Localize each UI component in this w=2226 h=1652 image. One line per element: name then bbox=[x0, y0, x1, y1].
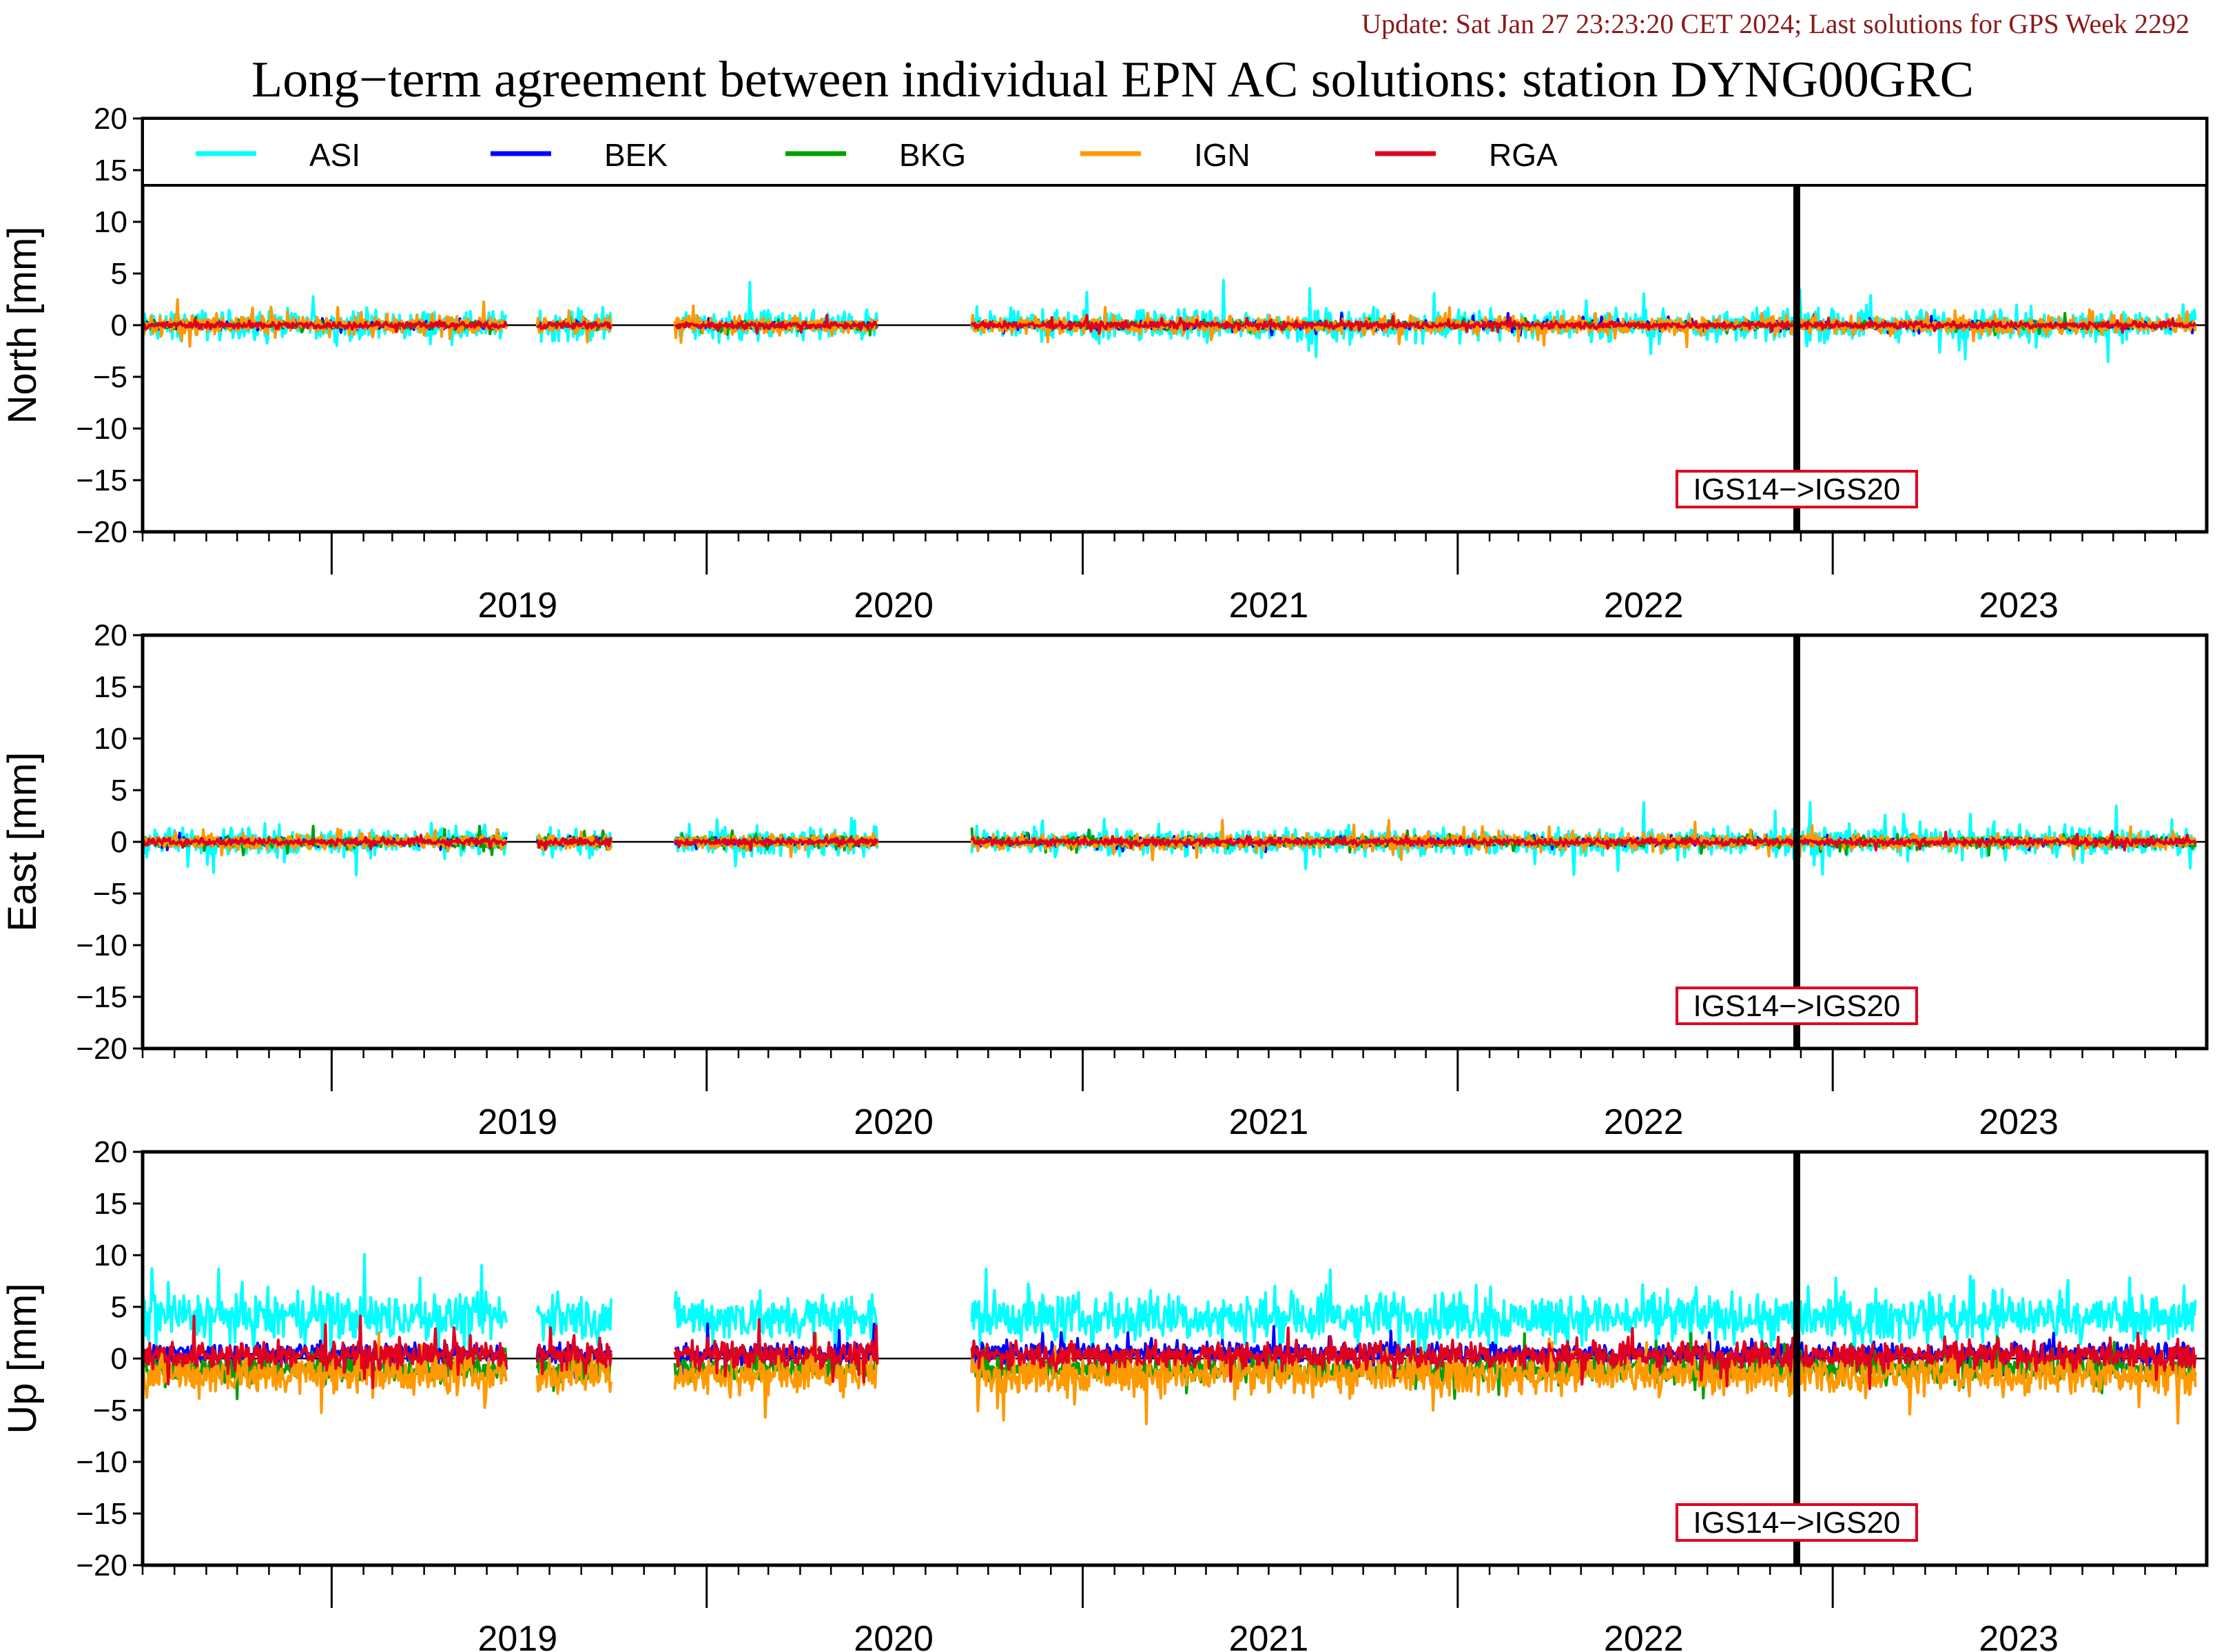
series-line-rga bbox=[673, 1318, 879, 1384]
y-tick-label: −10 bbox=[76, 1445, 127, 1479]
chart-title: Long−term agreement between individual E… bbox=[251, 52, 1974, 108]
update-text: Update: Sat Jan 27 23:23:20 CET 2024; La… bbox=[1361, 8, 2189, 39]
series-line-asi bbox=[535, 1290, 612, 1346]
y-tick-label: −15 bbox=[76, 464, 127, 497]
y-tick-label: 20 bbox=[94, 619, 127, 652]
plot-frame bbox=[141, 633, 2209, 1051]
y-tick-label: −20 bbox=[76, 515, 127, 549]
y-tick-label: 5 bbox=[111, 257, 127, 291]
event-label-box bbox=[1675, 1503, 1918, 1542]
series-line-rga bbox=[535, 1326, 612, 1376]
legend-box bbox=[141, 117, 2208, 187]
y-tick-label: 15 bbox=[94, 670, 127, 704]
x-tick-label: 2023 bbox=[1979, 586, 2059, 626]
series-line-rga bbox=[143, 834, 508, 851]
x-tick-label: 2022 bbox=[1604, 1102, 1684, 1142]
y-tick-label: −20 bbox=[76, 1032, 127, 1066]
y-axis-label: East [mm] bbox=[0, 752, 45, 931]
legend-label-asi: ASI bbox=[309, 137, 360, 173]
legend-label-bkg: BKG bbox=[899, 137, 966, 173]
series-line-rga bbox=[970, 830, 2197, 851]
series-line-ign bbox=[535, 309, 612, 344]
y-tick-label: 5 bbox=[111, 774, 127, 807]
x-tick-label: 2023 bbox=[1979, 1619, 2059, 1652]
panel-north: −20 −15 −10 −5 0 5 10 15 20 North [mm] 2019 2020 202… bbox=[0, 102, 2209, 626]
series-line-ign bbox=[535, 1350, 612, 1395]
series-line-rga bbox=[536, 320, 612, 331]
y-tick-label: −10 bbox=[76, 929, 127, 962]
series-line-asi bbox=[673, 280, 879, 344]
series-line-rga bbox=[143, 318, 508, 333]
y-tick-label: 0 bbox=[111, 309, 127, 342]
x-tick-label: 2020 bbox=[854, 1102, 934, 1142]
panel-up: −20 −15 −10 −5 0 5 10 15 20 Up [mm] 2019 2020 2021 20… bbox=[0, 1135, 2209, 1652]
event-label-box bbox=[1675, 470, 1918, 508]
series-line-asi bbox=[970, 1267, 2197, 1377]
series-line-asi bbox=[143, 1252, 508, 1365]
y-tick-label: 0 bbox=[111, 825, 127, 859]
event-label-box bbox=[1675, 987, 1918, 1025]
x-tick-label: 2021 bbox=[1229, 1102, 1309, 1142]
x-tick-label: 2022 bbox=[1604, 586, 1684, 626]
y-tick-label: −15 bbox=[76, 980, 127, 1014]
y-axis-label: Up [mm] bbox=[0, 1283, 45, 1434]
plot-frame bbox=[141, 1150, 2209, 1567]
y-tick-label: 5 bbox=[111, 1290, 127, 1324]
panel-east: −20 −15 −10 −5 0 5 10 15 20 East [mm] 2019 2020 2021… bbox=[0, 619, 2209, 1142]
series-line-rga bbox=[970, 1326, 2197, 1390]
y-axis-label: North [mm] bbox=[0, 227, 45, 424]
x-tick-label: 2021 bbox=[1229, 1619, 1309, 1652]
legend-label-rga: RGA bbox=[1489, 137, 1558, 173]
y-tick-label: 10 bbox=[94, 205, 127, 239]
x-tick-label: 2019 bbox=[477, 1619, 557, 1652]
x-tick-label: 2020 bbox=[854, 586, 934, 626]
x-tick-label: 2021 bbox=[1229, 586, 1309, 626]
y-tick-label: 20 bbox=[94, 102, 127, 136]
y-tick-label: 20 bbox=[94, 1135, 127, 1169]
series-line-rga bbox=[143, 1314, 508, 1390]
y-tick-label: 15 bbox=[94, 154, 127, 187]
y-tick-label: −5 bbox=[93, 1394, 127, 1427]
series-line-rga bbox=[970, 313, 2197, 335]
event-label: IGS14−>IGS20 bbox=[1693, 473, 1901, 506]
x-tick-label: 2022 bbox=[1604, 1619, 1684, 1652]
y-tick-label: −20 bbox=[76, 1549, 127, 1582]
series-line-rga bbox=[674, 313, 878, 335]
series-line-rga bbox=[674, 836, 879, 852]
series-line-rga bbox=[537, 836, 612, 851]
event-label: IGS14−>IGS20 bbox=[1693, 989, 1901, 1023]
y-tick-label: −10 bbox=[76, 412, 127, 446]
y-tick-label: 10 bbox=[94, 722, 127, 756]
legend-label-ign: IGN bbox=[1194, 137, 1250, 173]
y-tick-label: −15 bbox=[76, 1497, 127, 1531]
legend-label-bek: BEK bbox=[604, 137, 668, 173]
y-tick-label: −5 bbox=[93, 360, 127, 394]
x-tick-label: 2019 bbox=[477, 586, 557, 626]
y-tick-label: 15 bbox=[94, 1187, 127, 1221]
y-tick-label: 0 bbox=[111, 1342, 127, 1376]
series-line-asi bbox=[673, 1289, 879, 1364]
x-tick-label: 2020 bbox=[854, 1619, 934, 1652]
event-label: IGS14−>IGS20 bbox=[1693, 1506, 1901, 1540]
x-tick-label: 2023 bbox=[1979, 1102, 2059, 1142]
y-tick-label: 10 bbox=[94, 1239, 127, 1272]
series-line-ign bbox=[143, 1331, 508, 1414]
x-tick-label: 2019 bbox=[477, 1102, 557, 1142]
y-tick-label: −5 bbox=[93, 877, 127, 911]
